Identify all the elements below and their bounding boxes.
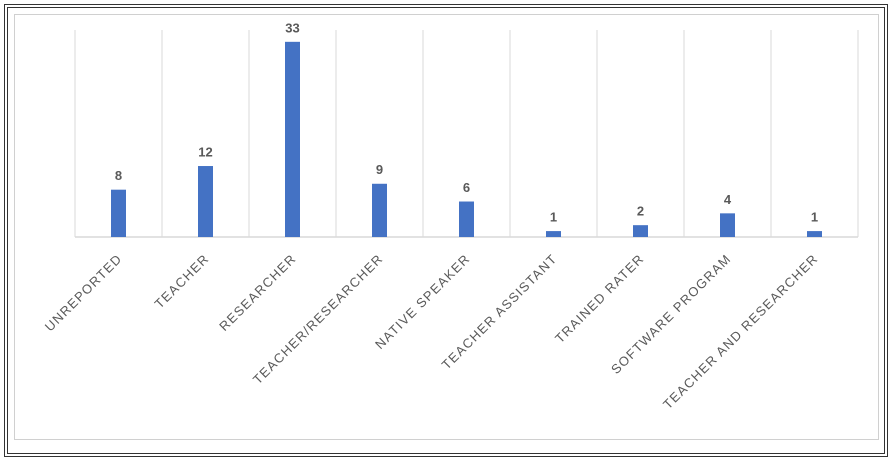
bar: [546, 231, 561, 237]
bar: [372, 183, 387, 237]
x-tick-label: TEACHER: [152, 251, 212, 311]
bar: [633, 225, 648, 237]
x-tick-label: TRAINED RATER: [552, 251, 647, 346]
bar: [111, 189, 126, 237]
data-label: 6: [463, 180, 470, 195]
data-label: 2: [637, 204, 644, 219]
bar: [198, 166, 213, 237]
bar: [459, 201, 474, 237]
data-label: 1: [811, 210, 818, 225]
x-tick-label: RESEARCHER: [216, 251, 299, 334]
chart-area: [14, 14, 879, 440]
x-tick-label: NATIVE SPEAKER: [372, 251, 473, 352]
data-label: 4: [724, 192, 732, 207]
bar: [285, 41, 300, 238]
outer-frame: [4, 4, 888, 457]
bar: [720, 213, 735, 237]
x-tick-label: TEACHER AND RESEARCHER: [660, 251, 821, 412]
data-label: 12: [198, 144, 212, 159]
data-label: 1: [550, 210, 557, 225]
data-label: 8: [115, 168, 122, 183]
outer-frame-inner: [7, 7, 885, 454]
bar: [807, 231, 822, 237]
data-label: 9: [376, 162, 383, 177]
data-label: 33: [285, 20, 299, 35]
x-tick-label: UNREPORTED: [42, 251, 125, 334]
